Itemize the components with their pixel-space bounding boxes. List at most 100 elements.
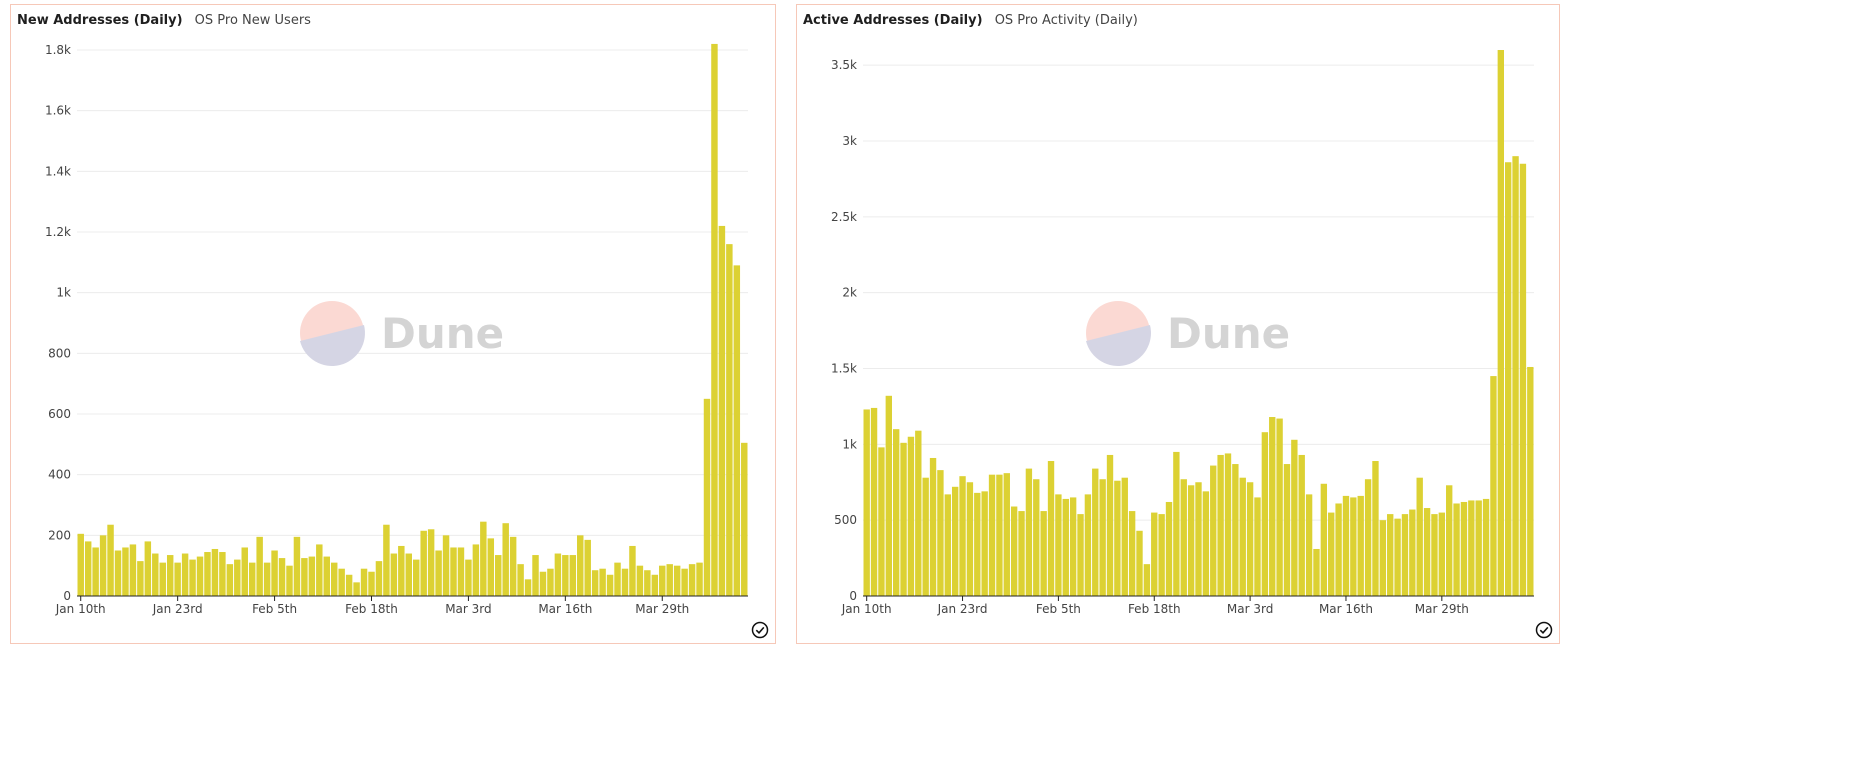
bar[interactable] <box>99 535 107 596</box>
bar[interactable] <box>929 457 937 596</box>
bar[interactable] <box>644 570 651 596</box>
bar[interactable] <box>1387 514 1394 596</box>
bar[interactable] <box>107 524 114 596</box>
bar[interactable] <box>1224 453 1232 596</box>
bar[interactable] <box>1033 479 1040 596</box>
bar[interactable] <box>248 562 256 596</box>
bar[interactable] <box>316 544 323 596</box>
bar[interactable] <box>114 550 122 597</box>
bar[interactable] <box>487 538 495 596</box>
bar[interactable] <box>636 565 644 596</box>
bar[interactable] <box>1335 503 1342 596</box>
bar[interactable] <box>1328 512 1335 596</box>
bar[interactable] <box>1165 501 1173 596</box>
bar[interactable] <box>900 442 907 596</box>
bar[interactable] <box>599 568 606 596</box>
bar[interactable] <box>1505 162 1512 597</box>
bar[interactable] <box>211 548 219 596</box>
bar[interactable] <box>726 244 733 596</box>
bar[interactable] <box>1187 485 1195 596</box>
check-circle-icon[interactable] <box>1535 621 1553 639</box>
bar[interactable] <box>1298 454 1305 596</box>
bar[interactable] <box>495 555 502 596</box>
bar[interactable] <box>651 574 659 596</box>
bar[interactable] <box>996 474 1003 596</box>
bar[interactable] <box>1099 479 1106 596</box>
bar[interactable] <box>878 447 885 596</box>
bar[interactable] <box>1062 498 1069 596</box>
bar[interactable] <box>1121 477 1128 596</box>
bar[interactable] <box>621 568 629 596</box>
bar[interactable] <box>562 555 569 596</box>
bar[interactable] <box>1350 497 1357 596</box>
bar[interactable] <box>166 555 174 596</box>
bar[interactable] <box>383 524 390 596</box>
bar[interactable] <box>1210 465 1217 596</box>
bar[interactable] <box>1010 506 1018 596</box>
bar[interactable] <box>870 407 878 596</box>
bar[interactable] <box>353 582 360 596</box>
bar[interactable] <box>219 552 226 596</box>
bar[interactable] <box>1416 477 1423 596</box>
bar[interactable] <box>577 535 584 596</box>
bar[interactable] <box>1431 514 1438 596</box>
bar[interactable] <box>1453 503 1460 596</box>
bar[interactable] <box>718 225 726 596</box>
bar[interactable] <box>1527 366 1534 596</box>
bar[interactable] <box>944 494 951 596</box>
bar[interactable] <box>368 571 375 596</box>
bar[interactable] <box>1069 497 1077 596</box>
bar[interactable] <box>457 547 465 596</box>
bar[interactable] <box>915 430 922 596</box>
bar[interactable] <box>1151 512 1158 596</box>
bar[interactable] <box>1313 548 1320 596</box>
bar[interactable] <box>922 477 929 596</box>
bar[interactable] <box>1047 461 1055 596</box>
bar[interactable] <box>323 556 330 596</box>
bar[interactable] <box>584 539 591 596</box>
bar[interactable] <box>666 564 673 596</box>
bar[interactable] <box>606 574 614 596</box>
bar[interactable] <box>1364 479 1372 596</box>
bar[interactable] <box>234 559 241 596</box>
bar[interactable] <box>450 547 457 596</box>
bar[interactable] <box>92 547 99 596</box>
bar[interactable] <box>1173 451 1180 596</box>
bar[interactable] <box>144 541 152 596</box>
bar[interactable] <box>1018 511 1025 596</box>
bar[interactable] <box>413 559 420 596</box>
bar[interactable] <box>84 541 92 596</box>
bar[interactable] <box>1254 497 1261 596</box>
bar[interactable] <box>688 564 696 596</box>
bar[interactable] <box>1217 454 1224 596</box>
bar[interactable] <box>1084 494 1092 596</box>
bar[interactable] <box>1497 50 1504 596</box>
check-circle-icon[interactable] <box>751 621 769 639</box>
bar[interactable] <box>937 470 944 596</box>
bar[interactable] <box>301 558 308 596</box>
bar[interactable] <box>1106 454 1114 596</box>
bar[interactable] <box>554 553 562 596</box>
bar[interactable] <box>465 559 472 596</box>
bar[interactable] <box>286 565 293 596</box>
bar[interactable] <box>532 555 539 596</box>
bar[interactable] <box>1468 500 1475 596</box>
bar[interactable] <box>263 562 271 596</box>
bar[interactable] <box>741 442 748 596</box>
bar[interactable] <box>1409 509 1416 596</box>
bar[interactable] <box>966 482 974 596</box>
bar[interactable] <box>1519 163 1527 596</box>
bar[interactable] <box>1202 491 1210 596</box>
bar[interactable] <box>1128 511 1136 596</box>
bar[interactable] <box>569 555 577 596</box>
bar[interactable] <box>547 568 554 596</box>
bar[interactable] <box>1438 512 1446 596</box>
bar[interactable] <box>696 562 703 596</box>
bar[interactable] <box>241 547 248 596</box>
bar[interactable] <box>659 565 666 596</box>
bar[interactable] <box>892 429 900 596</box>
bar[interactable] <box>502 523 509 596</box>
bar[interactable] <box>204 552 211 596</box>
bar[interactable] <box>539 571 547 596</box>
bar[interactable] <box>863 409 870 596</box>
